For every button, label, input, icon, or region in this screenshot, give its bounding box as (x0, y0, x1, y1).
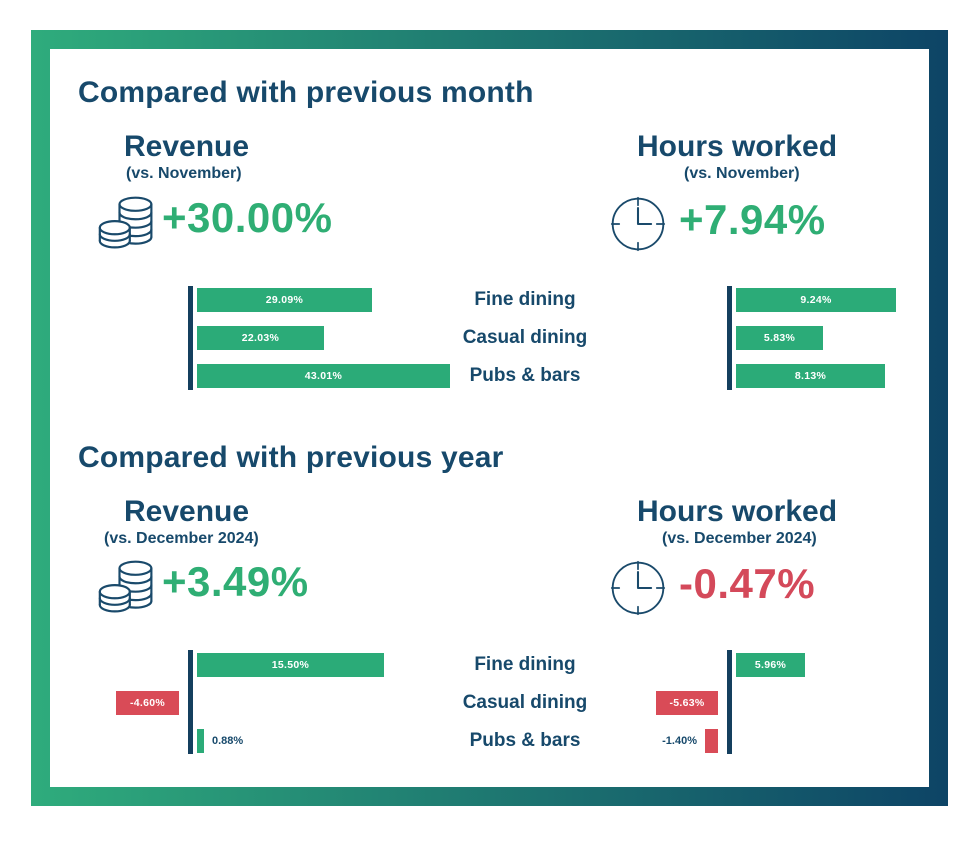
bar-value-label: 9.24% (800, 294, 832, 306)
category-label-pubs-bars: Pubs & bars (469, 365, 581, 386)
bar-value-label: 15.50% (271, 659, 310, 671)
section-title-year: Compared with previous year (78, 441, 504, 474)
coins-icon (98, 560, 153, 613)
coins-icon (98, 196, 153, 249)
bar-fine-dining: 15.50% (197, 653, 384, 677)
metric-title-hours-year: Hours worked (637, 495, 838, 528)
bar-value-label: 5.96% (754, 659, 787, 671)
bar-fine-dining: 9.24% (736, 288, 896, 312)
page-frame (31, 30, 948, 806)
kpi-hours-year: -0.47% (679, 560, 816, 607)
bar-fine-dining: 29.09% (197, 288, 372, 312)
bar-value-label: -1.40% (662, 735, 697, 747)
bar-pubs-bars (197, 729, 204, 753)
kpi-hours-month: +7.94% (679, 196, 826, 243)
chart-hours-month: 9.24% 5.83% 8.13% (649, 284, 929, 396)
metric-subtitle-revenue-year: (vs. December 2024) (104, 530, 259, 547)
chart-revenue-month: 29.09% 22.03% 43.01% (110, 284, 480, 396)
metric-title-revenue-month: Revenue (124, 130, 250, 163)
bar-pubs-bars (705, 729, 718, 753)
bar-casual-dining: -5.63% (656, 691, 718, 715)
category-label-fine-dining: Fine dining (474, 289, 576, 310)
category-label-pubs-bars: Pubs & bars (469, 730, 581, 751)
metric-subtitle-hours-year: (vs. December 2024) (662, 530, 817, 547)
bar-fine-dining: 5.96% (736, 653, 805, 677)
chart-revenue-year: 15.50% -4.60% 0.88% (110, 648, 480, 760)
bar-value-label: 29.09% (265, 294, 304, 306)
bar-casual-dining: -4.60% (116, 691, 179, 715)
section-title-month: Compared with previous month (78, 76, 534, 109)
category-label-casual-dining: Casual dining (462, 692, 588, 713)
bar-value-label: -5.63% (669, 697, 705, 709)
kpi-revenue-year: +3.49% (162, 558, 309, 605)
bar-value-label: -4.60% (129, 697, 166, 709)
clock-icon (610, 560, 666, 616)
kpi-revenue-month: +30.00% (162, 194, 333, 241)
clock-icon (610, 196, 666, 252)
bar-value-label: 0.88% (212, 735, 244, 747)
bar-value-label: 22.03% (241, 332, 280, 344)
category-label-fine-dining: Fine dining (474, 654, 576, 675)
bar-casual-dining: 5.83% (736, 326, 823, 350)
chart-axis (188, 650, 193, 754)
chart-axis (188, 286, 193, 390)
bar-value-label: 43.01% (304, 370, 343, 382)
chart-hours-year: 5.96% -5.63% -1.40% (649, 648, 929, 760)
category-label-casual-dining: Casual dining (462, 327, 588, 348)
bar-value-label: 5.83% (763, 332, 796, 344)
bar-value-label: 8.13% (794, 370, 827, 382)
chart-axis (727, 650, 732, 754)
metric-subtitle-hours-month: (vs. November) (684, 165, 800, 182)
bar-pubs-bars: 8.13% (736, 364, 885, 388)
metric-title-hours-month: Hours worked (637, 130, 838, 163)
metric-subtitle-revenue-month: (vs. November) (126, 165, 242, 182)
bar-casual-dining: 22.03% (197, 326, 324, 350)
metric-title-revenue-year: Revenue (124, 495, 250, 528)
chart-axis (727, 286, 732, 390)
bar-pubs-bars: 43.01% (197, 364, 450, 388)
